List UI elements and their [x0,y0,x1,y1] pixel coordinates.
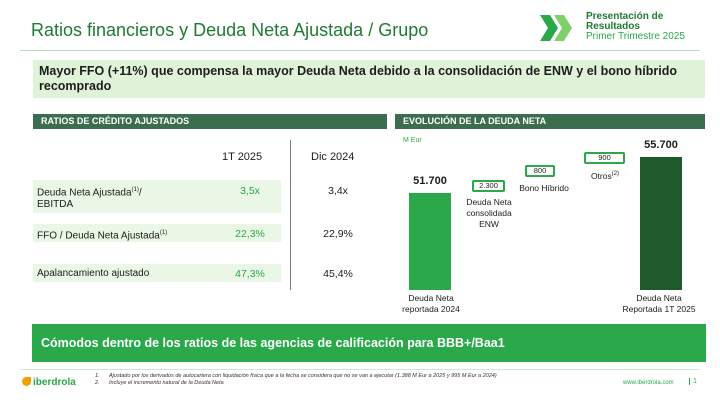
ratio-label-apalancamiento: Apalancamiento ajustado [37,268,150,279]
website-link[interactable]: www.iberdrola.com [623,380,674,386]
footnotes: 1. Ajustado por los derivados de autocart… [95,373,497,387]
step-label-hibrido: Bono Híbrido [519,183,569,193]
ratio-value-dic2024: 22,9% [323,228,353,240]
leaf-icon [22,377,31,386]
rating-message-bar: Cómodos dentro de los ratios de las agen… [32,324,706,362]
presentation-line-3: Primer Trimestre 2025 [586,31,685,42]
evolution-section-title: EVOLUCIÓN DE LA DEUDA NETA [395,114,705,129]
page-number: 1 [689,378,697,385]
step-value-hibrido: 800 [525,165,555,177]
headline-box: Mayor FFO (+11%) que compensa la mayor D… [33,60,705,98]
presentation-label: Presentación de Resultados Primer Trimes… [586,12,685,42]
footnote-2: 2. Incluye el incremento natural de la De… [95,380,224,386]
iberdrola-logo: iberdrola [22,377,76,388]
presentation-line-2: Resultados [586,21,640,32]
ratio-value-1t2025: 22,3% [235,228,265,240]
bar-start [409,193,451,290]
row-highlight [33,264,281,282]
unit-label: M Eur [403,137,422,144]
step-value-otros: 900 [584,152,625,164]
footnote-1: 1. Ajustado por los derivados de autocart… [95,373,497,379]
bar-value-start: 51.700 [413,175,447,187]
step-label-otros: Otros(2) [590,170,620,181]
bar-label-end: Deuda Neta Reportada 1T 2025 [622,293,696,314]
ratio-label-deuda-ebitda: Deuda Neta Ajustada(1)/ EBITDA [37,187,142,211]
double-chevron-icon [540,15,572,41]
ratio-label-ffo-deuda: FFO / Deuda Neta Ajustada(1) [37,230,168,242]
bar-value-end: 55.700 [644,139,678,151]
footer-divider [20,369,700,370]
ratios-section-title: RATIOS DE CRÉDITO AJUSTADOS [33,114,387,129]
column-divider [290,140,291,290]
step-value-enw: 2.300 [472,180,505,192]
bar-label-start: Deuda Neta reportada 2024 [402,293,460,314]
step-label-enw: Deuda Neta consolidada ENW [466,197,512,229]
bar-end [640,157,682,290]
ratio-value-1t2025: 3,5x [240,185,260,197]
column-header-1t2025: 1T 2025 [222,151,263,163]
header-divider [20,50,700,51]
column-header-dic2024: Dic 2024 [311,151,355,163]
presentation-line-1: Presentación de [586,11,664,22]
page-title: Ratios financieros y Deuda Neta Ajustada… [31,20,429,40]
ratio-value-dic2024: 45,4% [323,268,353,280]
ratio-value-1t2025: 47,3% [235,268,265,280]
row-highlight [33,180,281,213]
ratio-value-dic2024: 3,4x [328,185,348,197]
row-highlight [33,224,281,242]
